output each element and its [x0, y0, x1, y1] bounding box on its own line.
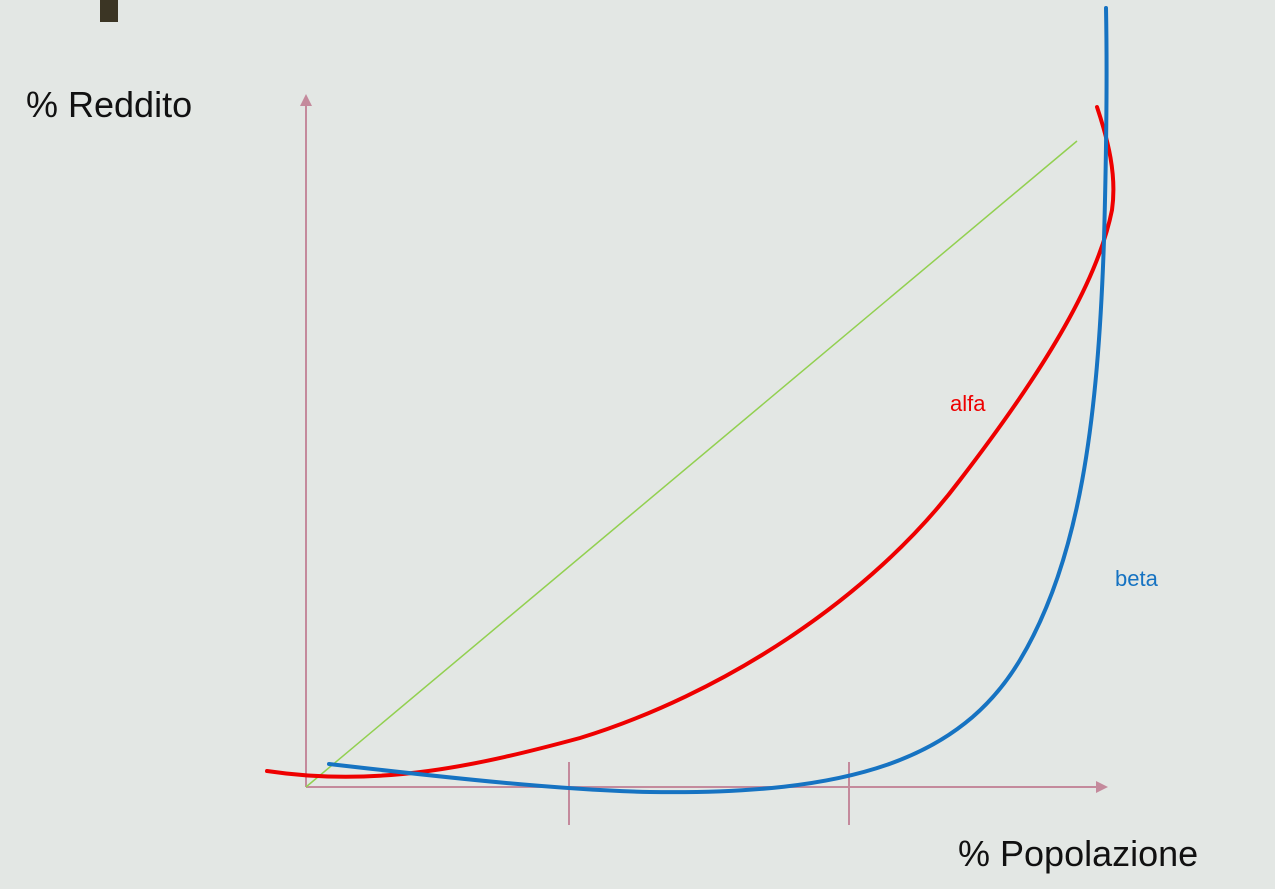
y-axis-label: % Reddito — [26, 84, 192, 125]
beta-curve — [327, 6, 1109, 795]
alfa-label: alfa — [950, 391, 986, 416]
x-axis-label: % Popolazione — [958, 833, 1198, 874]
corner-mark — [100, 0, 118, 22]
x-axis-arrowhead — [1096, 781, 1108, 793]
y-axis-arrowhead — [300, 94, 312, 106]
equality-line — [305, 140, 1078, 788]
alfa-curve — [265, 105, 1116, 779]
beta-label: beta — [1115, 566, 1159, 591]
